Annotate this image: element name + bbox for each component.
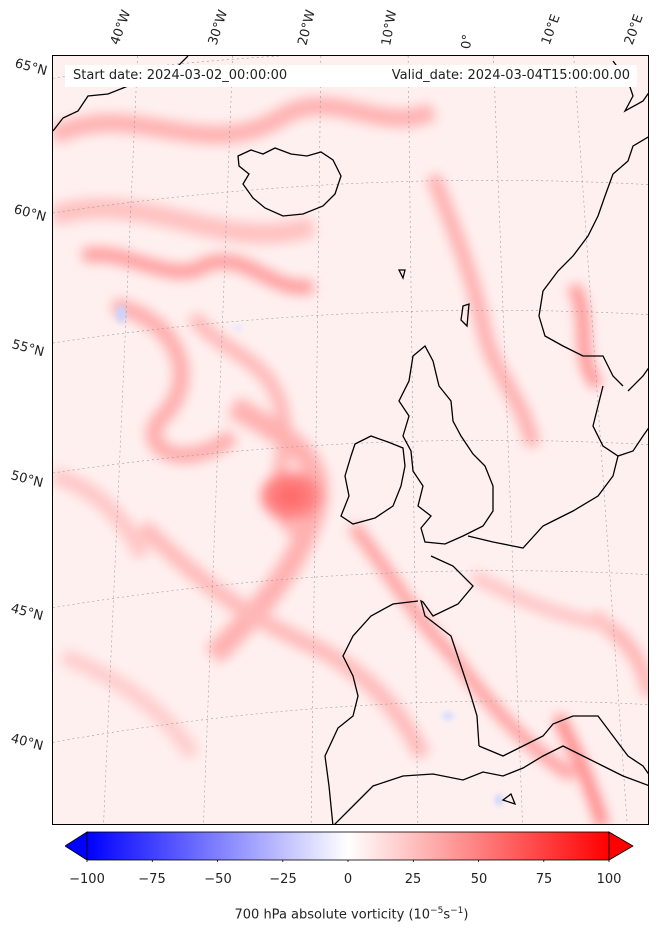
norway-coast xyxy=(538,136,648,387)
vorticity-field xyxy=(53,97,648,824)
iceland-coast xyxy=(237,147,342,217)
france-coast xyxy=(420,555,480,747)
colorbar-tick-label: −75 xyxy=(138,872,166,887)
coastlines xyxy=(53,56,648,824)
lat-label-55n: 55°N xyxy=(10,337,46,361)
colorbar-tick-label: 25 xyxy=(404,872,422,887)
colorbar-title-text: 700 hPa absolute vorticity (10 xyxy=(234,907,431,923)
colorbar-max-extend xyxy=(608,831,634,861)
start-date-label: Start date: 2024-03-02_00:00:00 xyxy=(73,68,288,83)
vorticity-map xyxy=(53,56,648,824)
graticule xyxy=(53,56,648,824)
lon-label-20w: 20°W xyxy=(295,8,319,47)
colorbar-tick-label: −25 xyxy=(269,872,297,887)
colorbar-tick-label: 100 xyxy=(596,872,622,887)
colorbar xyxy=(65,831,634,862)
lon-label-10w: 10°W xyxy=(379,9,401,48)
colorbar-tick-marks xyxy=(86,860,610,862)
valid-date-label: Valid_date: 2024-03-04T15:00:00.00 xyxy=(391,68,630,83)
lat-label-40n: 40°N xyxy=(9,731,45,755)
colorbar-title-exp2: −1 xyxy=(450,906,464,916)
colorbar-min-extend xyxy=(65,831,88,861)
colorbar-title: 700 hPa absolute vorticity (10−5s−1) xyxy=(0,906,659,922)
colorbar-title-unit: s xyxy=(443,907,451,923)
colorbar-tick-label: 75 xyxy=(535,872,553,887)
colorbar-title-exp1: −5 xyxy=(430,906,444,916)
lon-label-10e: 10°E xyxy=(538,12,564,48)
header-band xyxy=(65,65,637,87)
lon-label-20e: 20°E xyxy=(621,12,647,48)
channel-coast xyxy=(467,455,619,549)
map-panel: Start date: 2024-03-02_00:00:00 Valid_da… xyxy=(52,55,649,825)
lat-label-65n: 65°N xyxy=(13,56,49,80)
lon-label-40w: 40°W xyxy=(107,8,135,47)
colorbar-tick-label: 0 xyxy=(343,872,353,887)
colorbar-tick-label: −100 xyxy=(69,872,105,887)
lat-label-45n: 45°N xyxy=(9,601,45,625)
lon-label-0: 0° xyxy=(459,33,476,50)
lat-label-50n: 50°N xyxy=(9,468,45,492)
colorbar-tick-label: 50 xyxy=(470,872,488,887)
lat-label-60n: 60°N xyxy=(12,202,48,226)
colorbar-tick-label: −50 xyxy=(204,872,232,887)
great-britain-coast xyxy=(398,344,494,545)
colorbar-gradient xyxy=(86,831,610,861)
lon-label-30w: 30°W xyxy=(205,8,232,47)
ireland-coast xyxy=(340,435,406,525)
colorbar-title-close: ) xyxy=(463,907,469,923)
negative-vorticity-spots xyxy=(116,305,503,806)
iberia-coast xyxy=(324,600,419,824)
